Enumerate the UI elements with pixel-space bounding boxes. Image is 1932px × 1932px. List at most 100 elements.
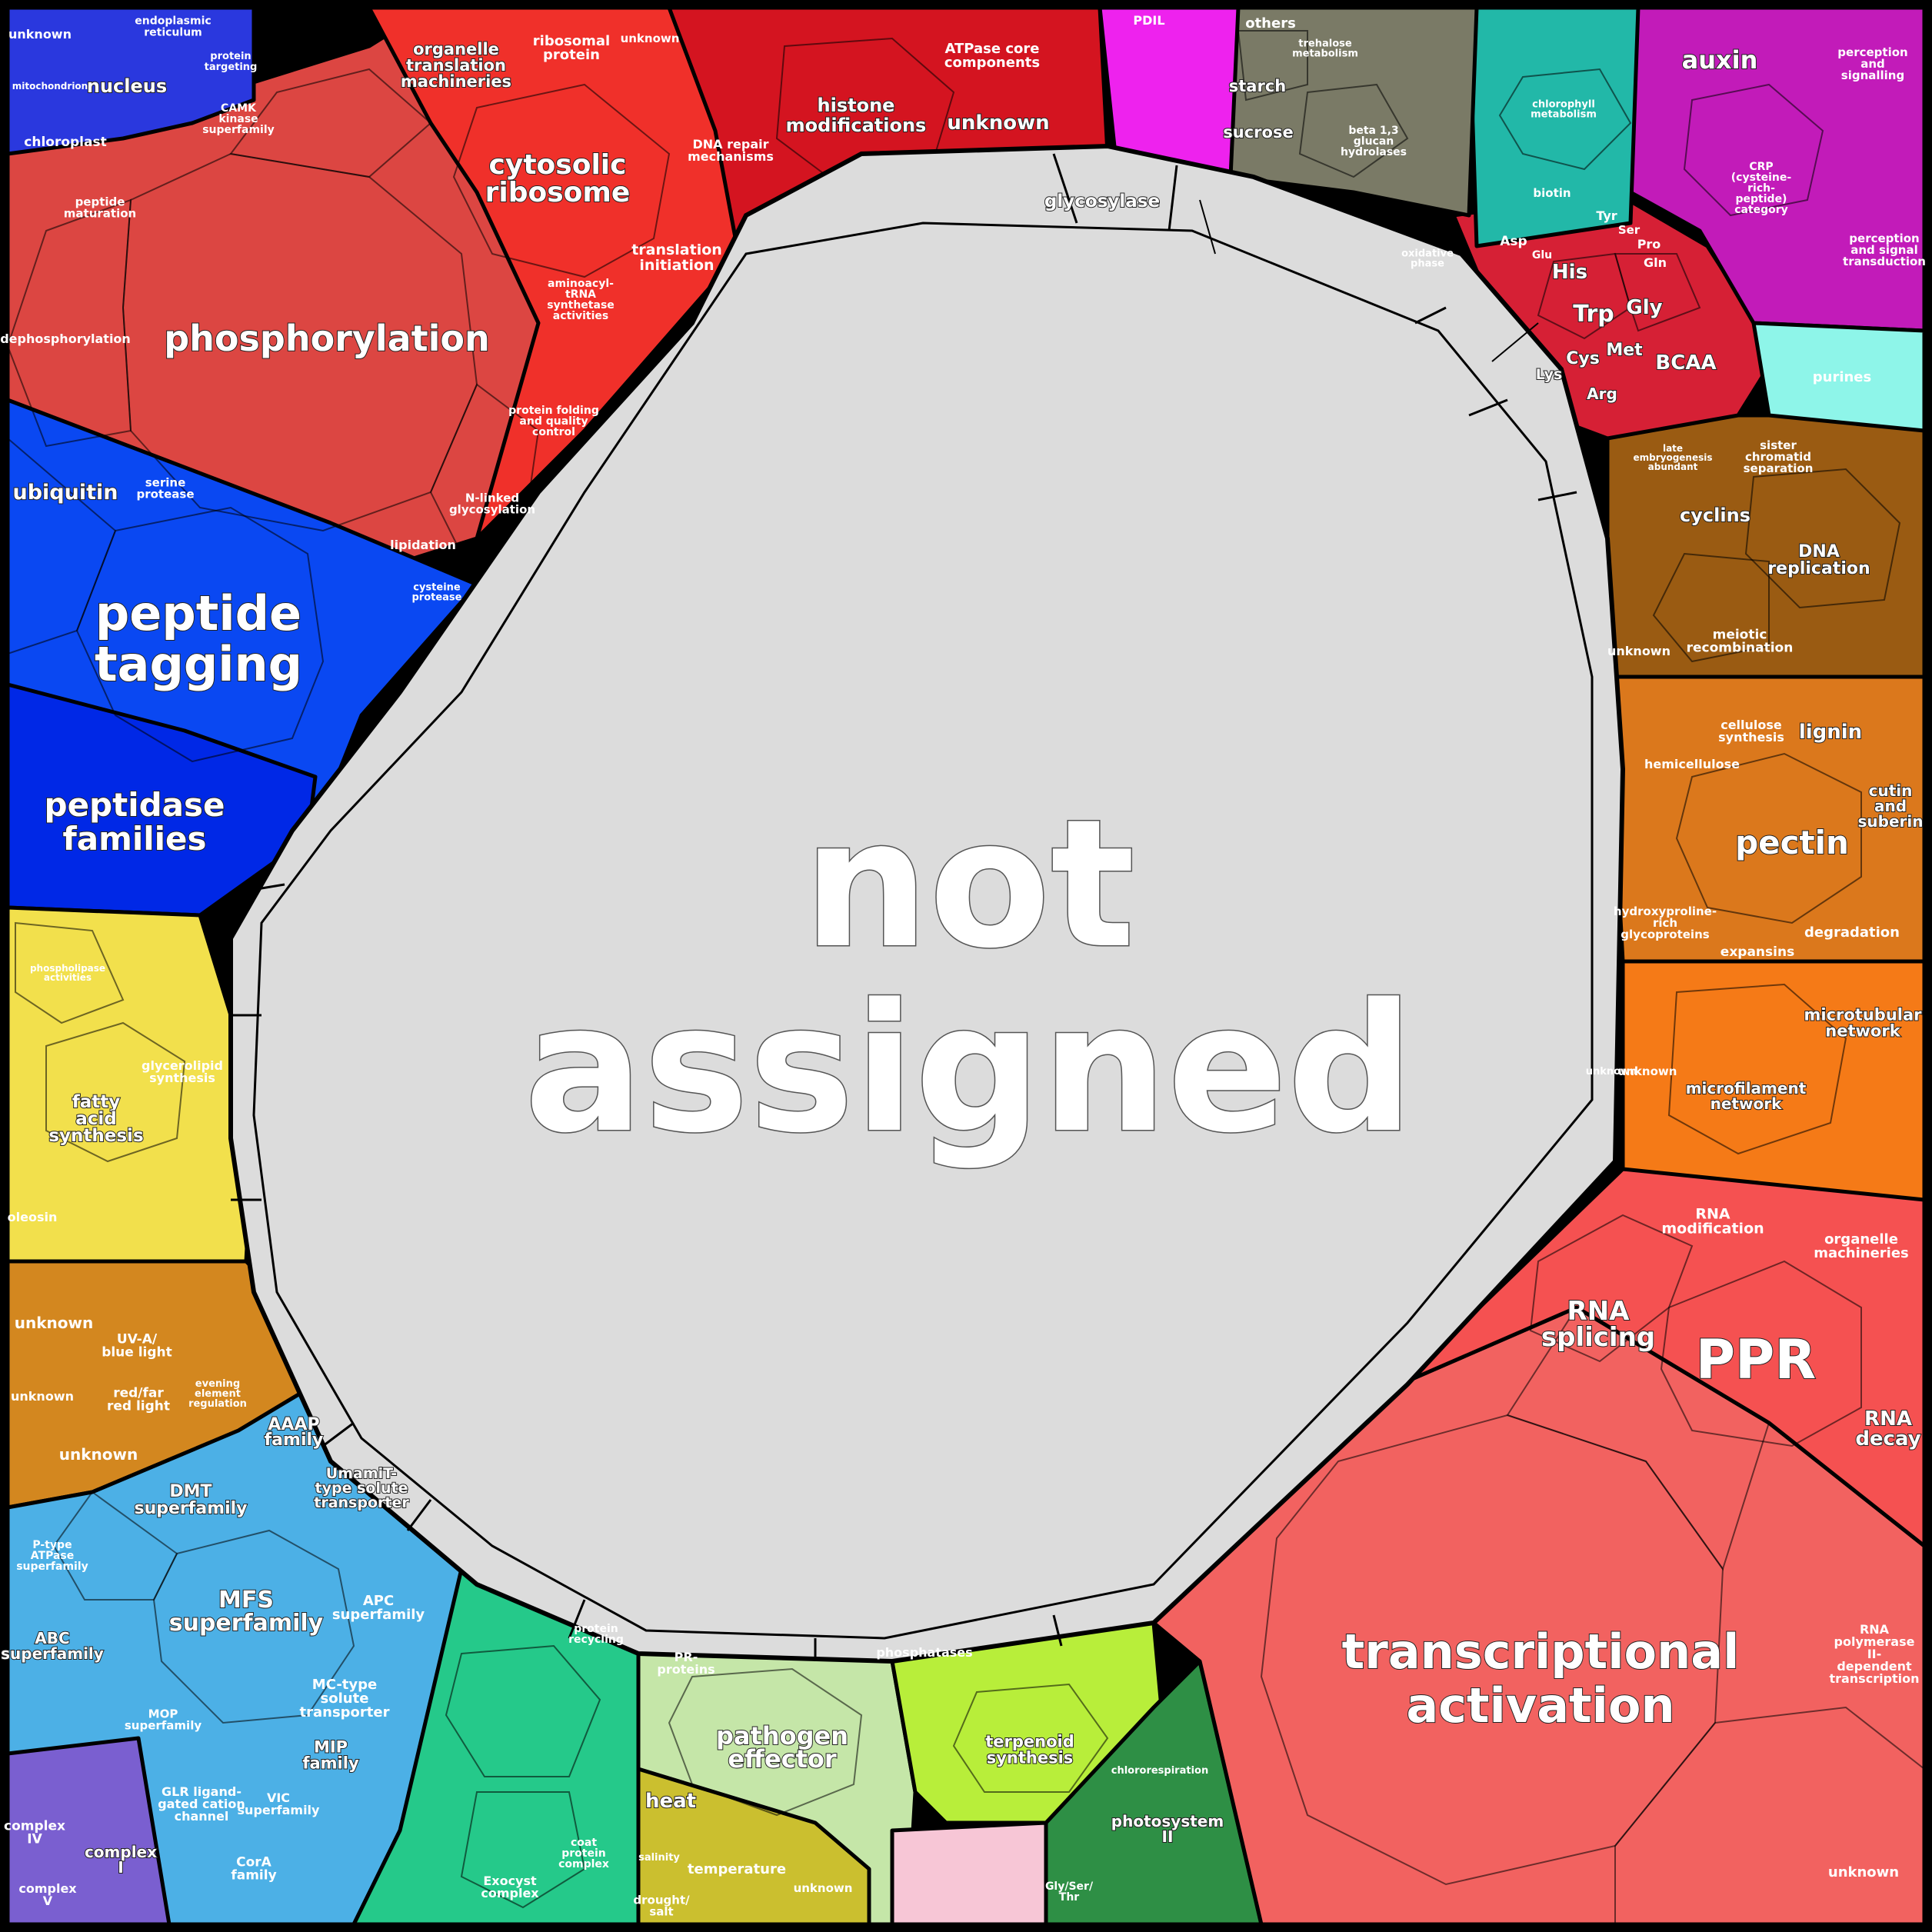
label-unknown: unknown [947, 112, 1049, 135]
label-mitochondrion: mitochondrion [12, 81, 88, 92]
label-chlororespiration: chlororespiration [1111, 1765, 1208, 1777]
label-cutin-suberin: cutin and suberin [1858, 781, 1924, 831]
label-biotin: biotin [1533, 186, 1571, 200]
label-nucleus: nucleus [87, 75, 167, 97]
label-rna-splicing: RNA splicing [1541, 1296, 1655, 1353]
region-chlorophyll[interactable] [1467, 5, 1641, 248]
label-phosphorylation: phosphorylation [164, 318, 490, 359]
label-mfs-superfamily: MFS superfamily [169, 1587, 324, 1637]
label-trehalose: trehalose metabolism [1292, 38, 1358, 59]
label-others: others [1245, 15, 1296, 32]
label-complex-iv: complex IV [4, 1819, 65, 1847]
label-sucrose: sucrose [1223, 123, 1293, 142]
label-organelle-machineries: organelle machineries [1814, 1231, 1909, 1261]
subcell-lines [6, 30, 1925, 1925]
ring-cells [231, 153, 1577, 1661]
label-dephosphorylation: dephosphorylation [0, 331, 131, 346]
label-oleosin: oleosin [8, 1210, 58, 1224]
label-lignin: lignin [1799, 721, 1862, 744]
label-salinity: salinity [638, 1852, 680, 1864]
label-mip-family: MIP family [302, 1738, 359, 1773]
label-dmt-superfamily: DMT superfamily [134, 1482, 247, 1518]
label-rna-polymerase: RNA polymerase II-dependent transcription [1829, 1622, 1919, 1686]
label-red-far-red: red/far red light [107, 1386, 170, 1414]
label-perception-transduction: perception and signal transduction [1843, 232, 1926, 268]
region-misc-pink[interactable] [890, 1820, 1048, 1927]
label-unknown: unknown [59, 1445, 138, 1464]
label-pathogen-effector: pathogen effector [716, 1721, 848, 1774]
label-apc-superfamily: APC superfamily [332, 1593, 425, 1623]
label-gln: Gln [1644, 255, 1667, 270]
label-peptide-maturation: peptide maturation [64, 195, 136, 221]
label-aminoacyl: aminoacyl-tRNA synthetase activities [547, 278, 615, 322]
label-lipidation: lipidation [390, 538, 456, 552]
label-ptype-atpase: P-type ATPase superfamily [16, 1539, 88, 1573]
label-ribosomal-protein: ribosomal protein [533, 33, 610, 63]
label-trp: Trp [1573, 301, 1614, 328]
label-rna-decay: RNA decay [1855, 1407, 1920, 1451]
label-coat-protein: coat protein complex [558, 1837, 609, 1870]
label-protein-recycling: protein recycling [568, 1623, 624, 1646]
label-pdil: PDIL [1133, 13, 1164, 28]
label-peptide-tagging: peptide tagging [95, 585, 302, 692]
label-beta-glucan: beta 1,3 glucan hydrolases [1341, 125, 1407, 158]
label-dna-repair: DNA repair mechanisms [688, 137, 774, 164]
label-photosystem-ii: photosystem II [1111, 1812, 1224, 1846]
label-lys: Lys [1536, 366, 1563, 383]
label-met: Met [1606, 341, 1643, 360]
label-peptidase-families: peptidase families [45, 786, 225, 858]
label-phosphatases: phosphatases [876, 1645, 972, 1660]
label-chloroplast: chloroplast [24, 135, 106, 150]
label-complex-i: complex I [85, 1843, 157, 1877]
label-transcriptional-activation: transcriptional activation [1342, 1624, 1740, 1734]
label-cellulose-synthesis: cellulose synthesis [1718, 718, 1784, 744]
label-expansins: expansins [1720, 944, 1794, 960]
label-tyr: Tyr [1596, 208, 1617, 223]
label-cys: Cys [1566, 349, 1600, 368]
label-vic-superfamily: VIC superfamily [238, 1790, 321, 1817]
label-microtubular-network: microtubular network [1804, 1006, 1922, 1041]
label-glycosylase: glycosylase [1044, 192, 1160, 212]
region-respiration[interactable] [5, 1736, 172, 1927]
label-unknown: unknown [1607, 644, 1671, 658]
label-arg: Arg [1587, 385, 1617, 403]
label-crp: CRP (cysteine-rich-peptide) category [1731, 161, 1792, 216]
label-serine-protease: serine protease [136, 476, 194, 501]
label-exocyst: Exocyst complex [481, 1874, 539, 1900]
label-layer: not assigned phosphorylation dephosphorylat… [0, 13, 1926, 1919]
label-protein-targeting: protein targeting [205, 51, 258, 73]
label-camk: CAMK kinase superfamily [202, 102, 275, 136]
region-organelle-targeting[interactable] [5, 5, 256, 156]
label-uva-blue: UV-A/blue light [102, 1332, 172, 1361]
label-chlorophyll-metabolism: chlorophyll metabolism [1531, 98, 1597, 120]
label-bcaa: BCAA [1655, 351, 1716, 375]
label-meiotic-recombination: meiotic recombination [1687, 628, 1794, 656]
label-glycerolipid-synthesis: glycerolipid synthesis [142, 1058, 223, 1085]
label-unknown: unknown [8, 27, 72, 42]
label-abc-superfamily: ABC superfamily [1, 1629, 104, 1663]
label-endoplasmic: endoplasmic reticulum [135, 15, 211, 39]
label-pr-proteins: PR-proteins [657, 1650, 715, 1677]
label-rna-modification: RNA modification [1661, 1206, 1764, 1237]
label-late-embryogenesis: late embryogenesis abundant [1633, 443, 1712, 472]
not-assigned-core [252, 222, 1594, 1640]
label-protein-folding: protein folding and quality control [508, 405, 599, 438]
label-cysteine-protease: cysteine protease [411, 581, 461, 603]
label-phospholipase: phospholipase activities [30, 963, 105, 983]
label-drought-salt: drought/salt [633, 1894, 690, 1919]
label-perception-signalling: perception and signalling [1837, 45, 1907, 82]
label-his: His [1552, 261, 1587, 284]
label-organelle-translation: organelle translation machineries [401, 40, 511, 91]
label-asp: Asp [1500, 234, 1527, 249]
label-unknown: unknown [621, 32, 680, 45]
region-heat[interactable] [636, 1767, 871, 1927]
label-nlinked: N-linked glycosylation [449, 491, 535, 517]
label-glu: Glu [1532, 249, 1552, 261]
label-degradation: degradation [1804, 924, 1900, 941]
label-hemicellulose: hemicellulose [1644, 757, 1740, 771]
label-unknown: unknown [11, 1389, 74, 1404]
label-auxin: auxin [1682, 45, 1758, 75]
region-nucleotide[interactable] [1751, 321, 1927, 433]
label-sister-chromatid: sister chromatid separation [1744, 438, 1814, 475]
